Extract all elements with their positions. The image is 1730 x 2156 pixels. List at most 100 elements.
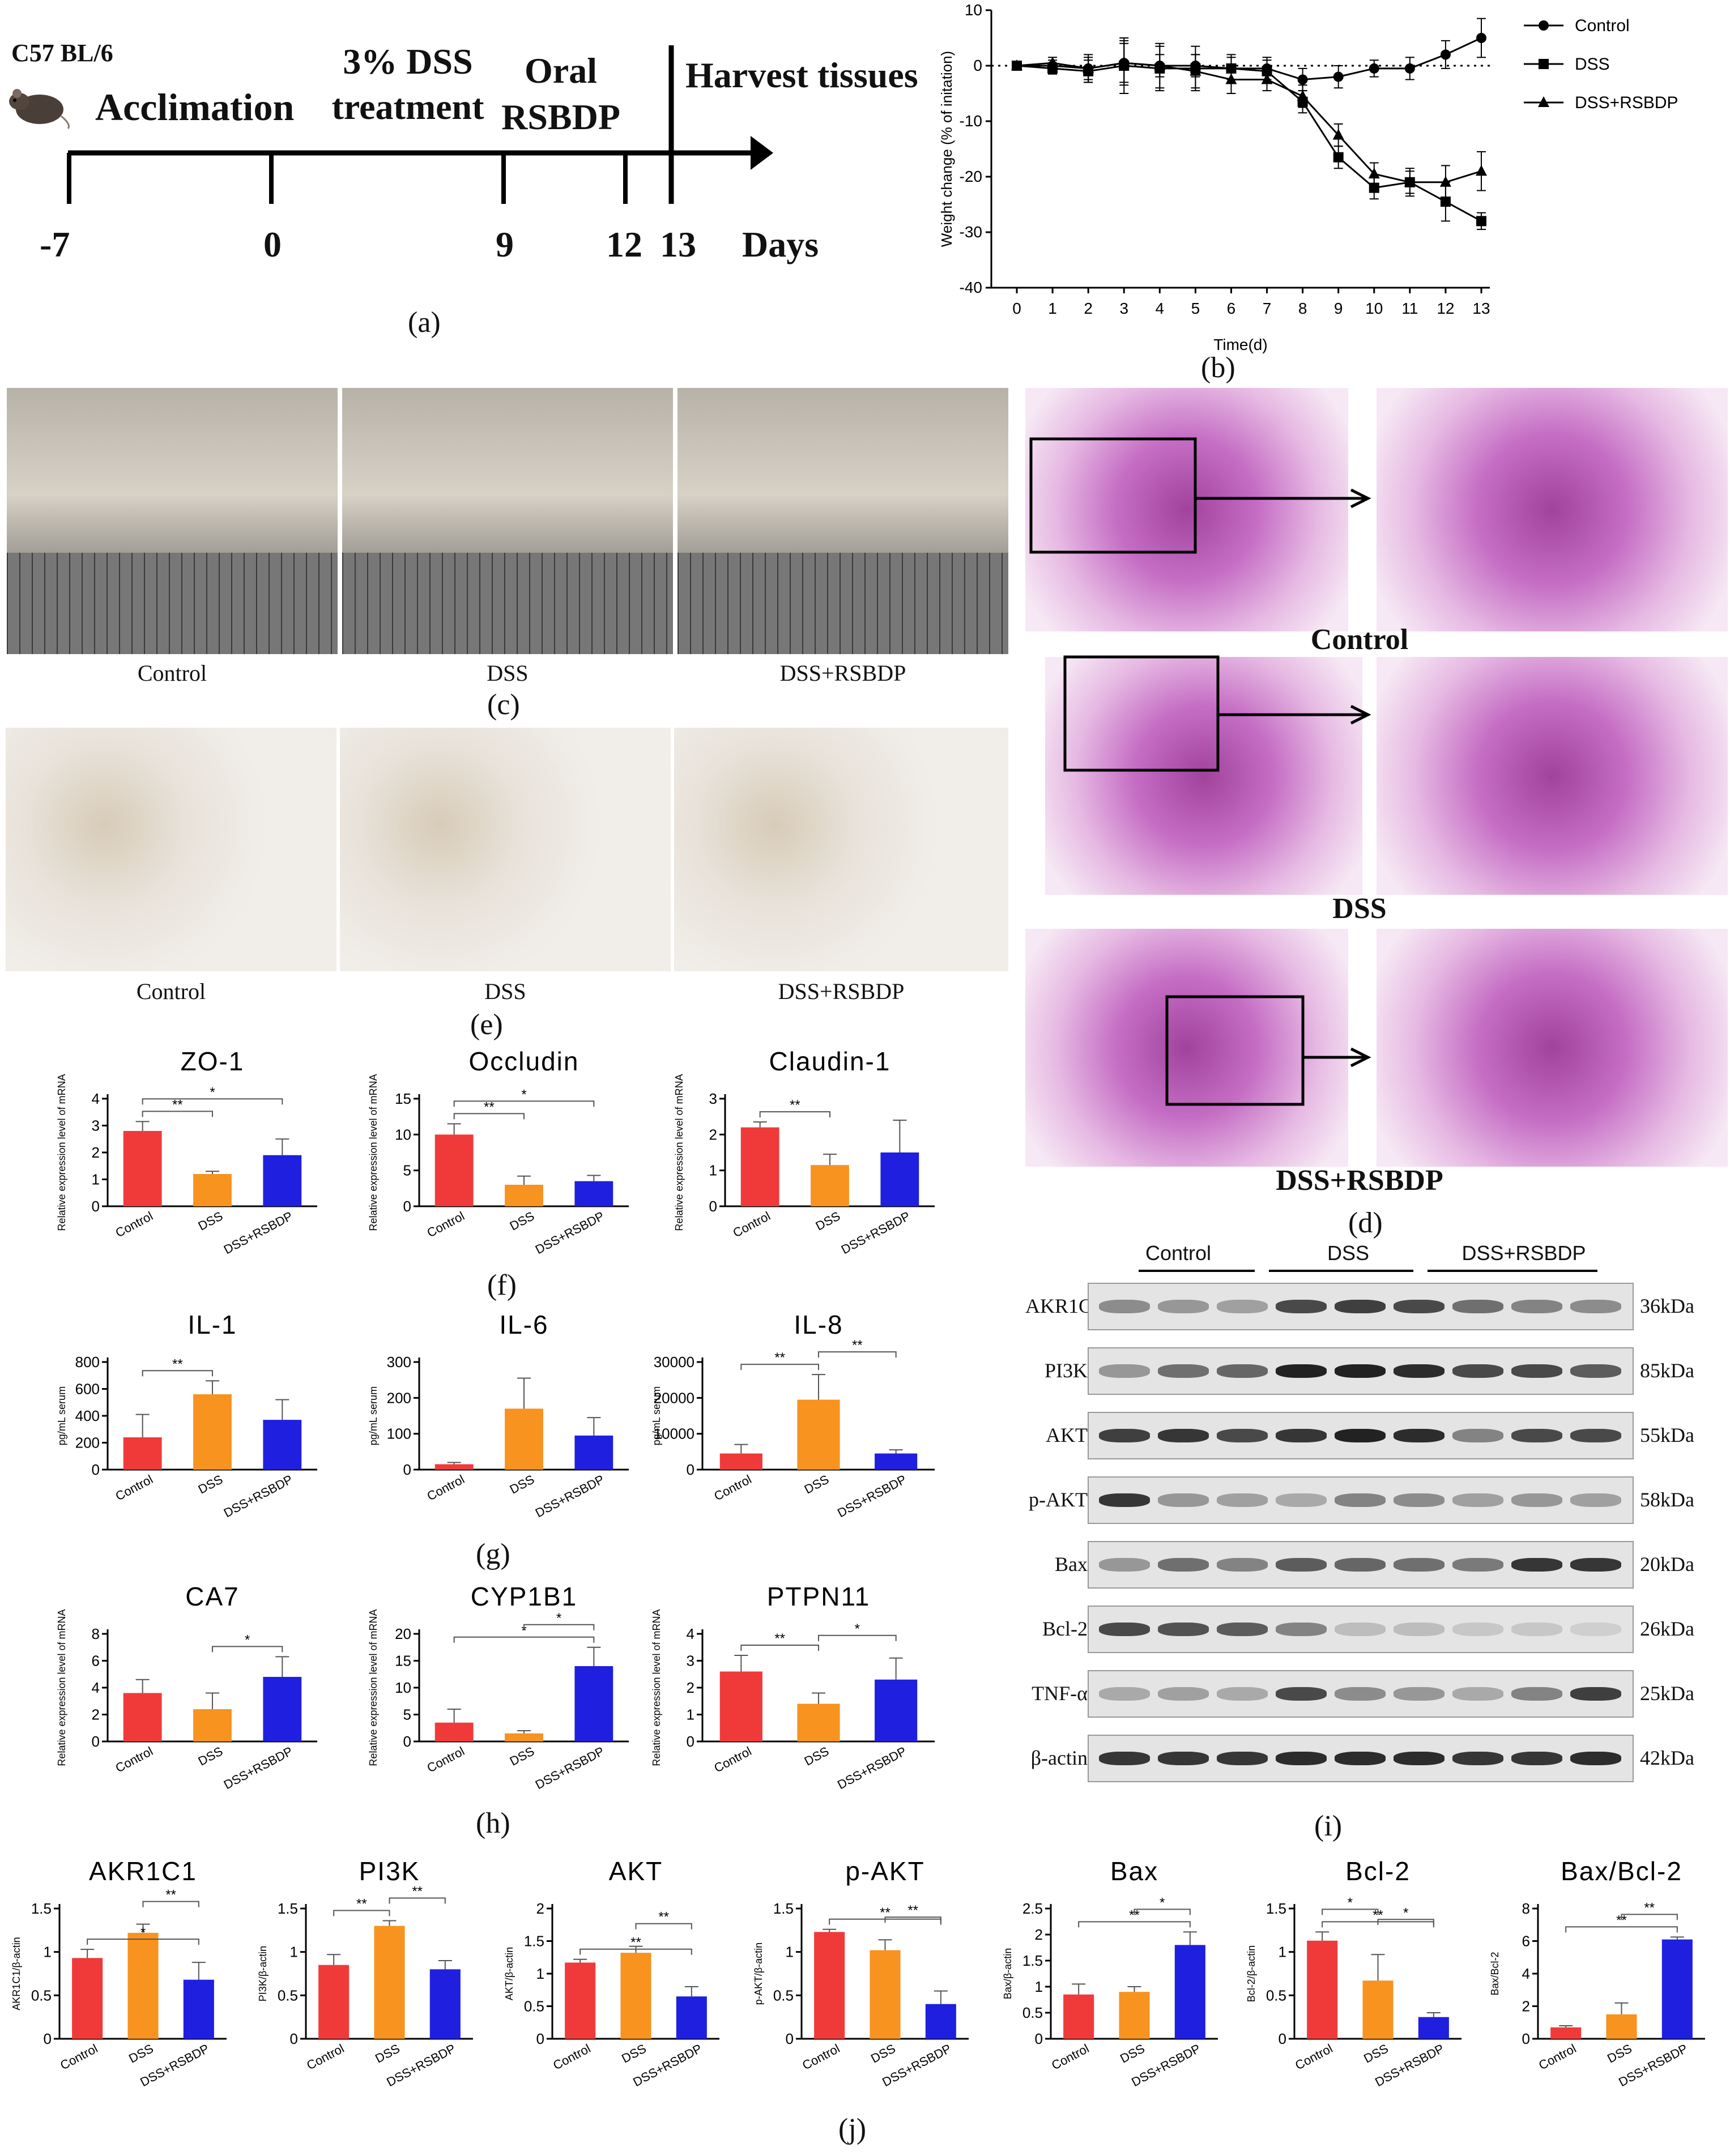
- blot-band: [1511, 1300, 1562, 1313]
- chart-title: AKT: [609, 1856, 663, 1886]
- blot-band: [1217, 1493, 1268, 1507]
- significance-label: **: [172, 1356, 183, 1372]
- blot-strip: [1088, 1735, 1634, 1782]
- x-tick-label: DSS: [373, 2041, 402, 2065]
- y-tick-label: 30000: [654, 1354, 694, 1371]
- y-tick-label: 2.5: [1022, 1900, 1043, 1917]
- blot-band: [1217, 1300, 1268, 1313]
- x-tick-label: Control: [551, 2041, 593, 2072]
- y-tick-label: 1.5: [524, 1933, 544, 1950]
- significance-label: *: [245, 1632, 250, 1647]
- blot-band: [1158, 1429, 1209, 1442]
- y-tick-label: -10: [960, 112, 982, 130]
- significance-label: **: [412, 1884, 423, 1899]
- blot-band: [1452, 1558, 1503, 1572]
- blot-band: [1452, 1687, 1503, 1701]
- y-tick-label: 1: [687, 1706, 694, 1723]
- bar: [263, 1420, 302, 1470]
- x-tick-label: DSS+RSBDP: [835, 1472, 909, 1520]
- bar: [880, 1152, 919, 1206]
- bar: [1418, 2017, 1449, 2039]
- blot-band: [1276, 1752, 1327, 1765]
- x-tick-label: DSS: [802, 1744, 832, 1768]
- bar: [183, 1979, 214, 2039]
- bar: [193, 1709, 232, 1741]
- blot-band: [1217, 1752, 1268, 1765]
- d-label-rsbdp: DSS+RSBDP: [1276, 1164, 1443, 1197]
- blot-band: [1335, 1558, 1386, 1572]
- x-tick-label: DSS: [1118, 2041, 1147, 2065]
- wb-group-dss: DSS: [1327, 1241, 1370, 1265]
- blot-strip: [1088, 1347, 1634, 1395]
- phase-oral: Oral: [525, 50, 597, 91]
- caption-j: (j): [838, 2113, 867, 2145]
- y-tick-label: 0: [1035, 2030, 1043, 2047]
- y-tick-label: -20: [960, 168, 982, 185]
- blot-band: [1511, 1752, 1562, 1765]
- data-point: [1297, 74, 1308, 85]
- blot-band: [1394, 1429, 1444, 1442]
- chart-title: PI3K: [359, 1856, 420, 1886]
- protein-label: Bax: [1055, 1553, 1088, 1576]
- significance-bracket: [453, 1100, 595, 1107]
- significance-label: **: [356, 1896, 367, 1911]
- x-tick-label: Control: [800, 2041, 842, 2072]
- y-tick-label: 2: [1522, 1998, 1530, 2015]
- data-point: [1011, 59, 1022, 70]
- y-axis-label: Bcl-2/β-actin: [1246, 1945, 1257, 2002]
- bar: [719, 1453, 762, 1470]
- significance-label: **: [852, 1338, 863, 1353]
- blot-band: [1394, 1687, 1444, 1701]
- bar: [574, 1666, 613, 1741]
- zoom-indicators: [1029, 437, 1371, 1106]
- y-tick-label: 10: [965, 1, 982, 19]
- y-tick-label: 0.5: [278, 1987, 298, 2004]
- protein-size-label: 36kDa: [1640, 1295, 1694, 1317]
- chart-title: Occludin: [469, 1047, 579, 1076]
- y-tick-label: 200: [387, 1389, 411, 1406]
- bar: [875, 1453, 918, 1470]
- blot-band: [1276, 1558, 1327, 1572]
- blot-band: [1570, 1493, 1621, 1507]
- significance-bracket: [884, 1916, 941, 1923]
- data-point: [1333, 152, 1344, 163]
- blot-band: [1452, 1752, 1503, 1765]
- blot-band: [1217, 1364, 1268, 1378]
- y-tick-label: 0: [92, 1461, 100, 1478]
- bar-chart-ptpn11: PTPN11 0 1 2 3 4 Relative expression level of …: [651, 1582, 935, 1792]
- colon-photo-control: [7, 388, 338, 654]
- chart-title: CA7: [185, 1582, 239, 1611]
- y-tick-label: 1.5: [1266, 1900, 1286, 1917]
- x-tick-label: Control: [711, 1744, 753, 1775]
- y-axis-label: Weight change (% of initation): [938, 51, 955, 247]
- y-tick-label: 0: [709, 1198, 717, 1215]
- significance-label: **: [880, 1905, 890, 1920]
- blot-band: [1099, 1752, 1150, 1765]
- y-tick-label: 8: [92, 1625, 100, 1642]
- y-axis-label: Bax/Bcl-2: [1489, 1952, 1501, 1995]
- y-axis-label: Relative expression level of mRNA: [674, 1074, 685, 1231]
- blot-band: [1570, 1429, 1621, 1442]
- bar: [719, 1671, 762, 1741]
- bar: [1174, 1945, 1205, 2039]
- significance-bracket: [579, 1948, 692, 1955]
- timeline-axis: [67, 45, 773, 204]
- y-tick-label: -40: [960, 279, 982, 296]
- chart-title: p-AKT: [845, 1856, 924, 1886]
- c-label-control: Control: [137, 660, 207, 686]
- y-tick-label: 0.5: [773, 1987, 794, 2004]
- blot-band: [1394, 1300, 1444, 1313]
- tick-12: 12: [606, 224, 642, 264]
- significance-label: **: [630, 1935, 641, 1950]
- tick-13: 13: [660, 224, 696, 264]
- significance-bracket: [1565, 1926, 1678, 1933]
- chart-title: CYP1B1: [471, 1582, 577, 1611]
- x-tick-label: DSS: [508, 1209, 537, 1233]
- y-tick-label: 5: [403, 1706, 411, 1723]
- data-point: [1404, 63, 1415, 74]
- y-tick-label: 5: [403, 1162, 411, 1179]
- data-point: [1154, 59, 1166, 70]
- significance-label: **: [165, 1888, 176, 1903]
- legend-label: DSS: [1575, 55, 1610, 74]
